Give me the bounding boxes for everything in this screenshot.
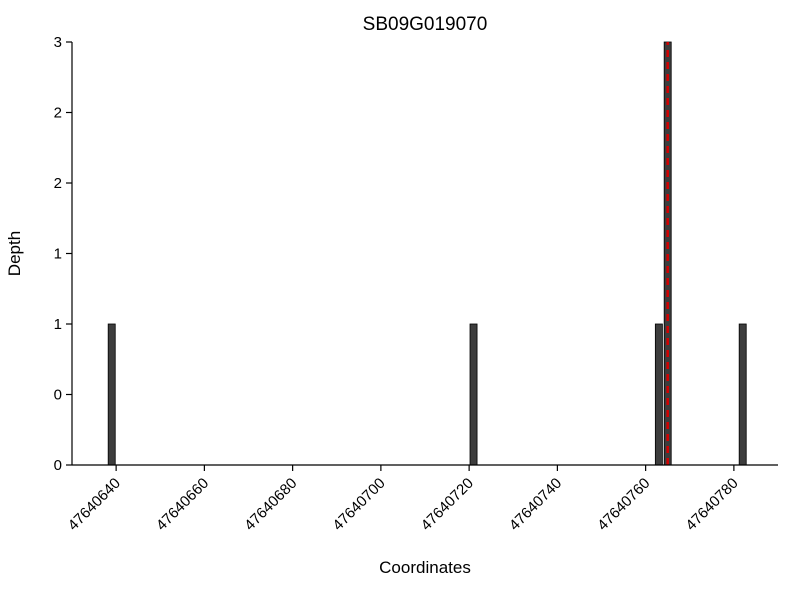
chart-title: SB09G019070 <box>363 14 488 35</box>
y-tick-label: 0 <box>54 457 62 474</box>
depth-bar <box>654 323 663 466</box>
x-tick-label: 47640740 <box>506 475 565 534</box>
depth-bar <box>107 323 116 466</box>
x-tick-label: 47640680 <box>241 475 300 534</box>
y-tick-label: 2 <box>54 175 62 192</box>
x-tick-label: 47640660 <box>153 475 212 534</box>
x-tick-label: 47640720 <box>418 475 477 534</box>
bars-group <box>107 41 747 466</box>
y-tick-label: 1 <box>54 246 62 263</box>
x-tick-label: 47640700 <box>329 475 388 534</box>
x-tick-label: 47640780 <box>682 475 741 534</box>
y-tick-label: 0 <box>54 387 62 404</box>
depth-bar <box>469 323 478 466</box>
x-tick-label: 47640760 <box>594 475 653 534</box>
x-tick-label: 47640640 <box>65 475 124 534</box>
y-tick-label: 1 <box>54 316 62 333</box>
x-axis-label: Coordinates <box>379 558 471 577</box>
y-axis-label: Depth <box>5 231 24 276</box>
depth-bar <box>738 323 747 466</box>
y-tick-label: 3 <box>54 34 62 51</box>
y-tick-label: 2 <box>54 105 62 122</box>
